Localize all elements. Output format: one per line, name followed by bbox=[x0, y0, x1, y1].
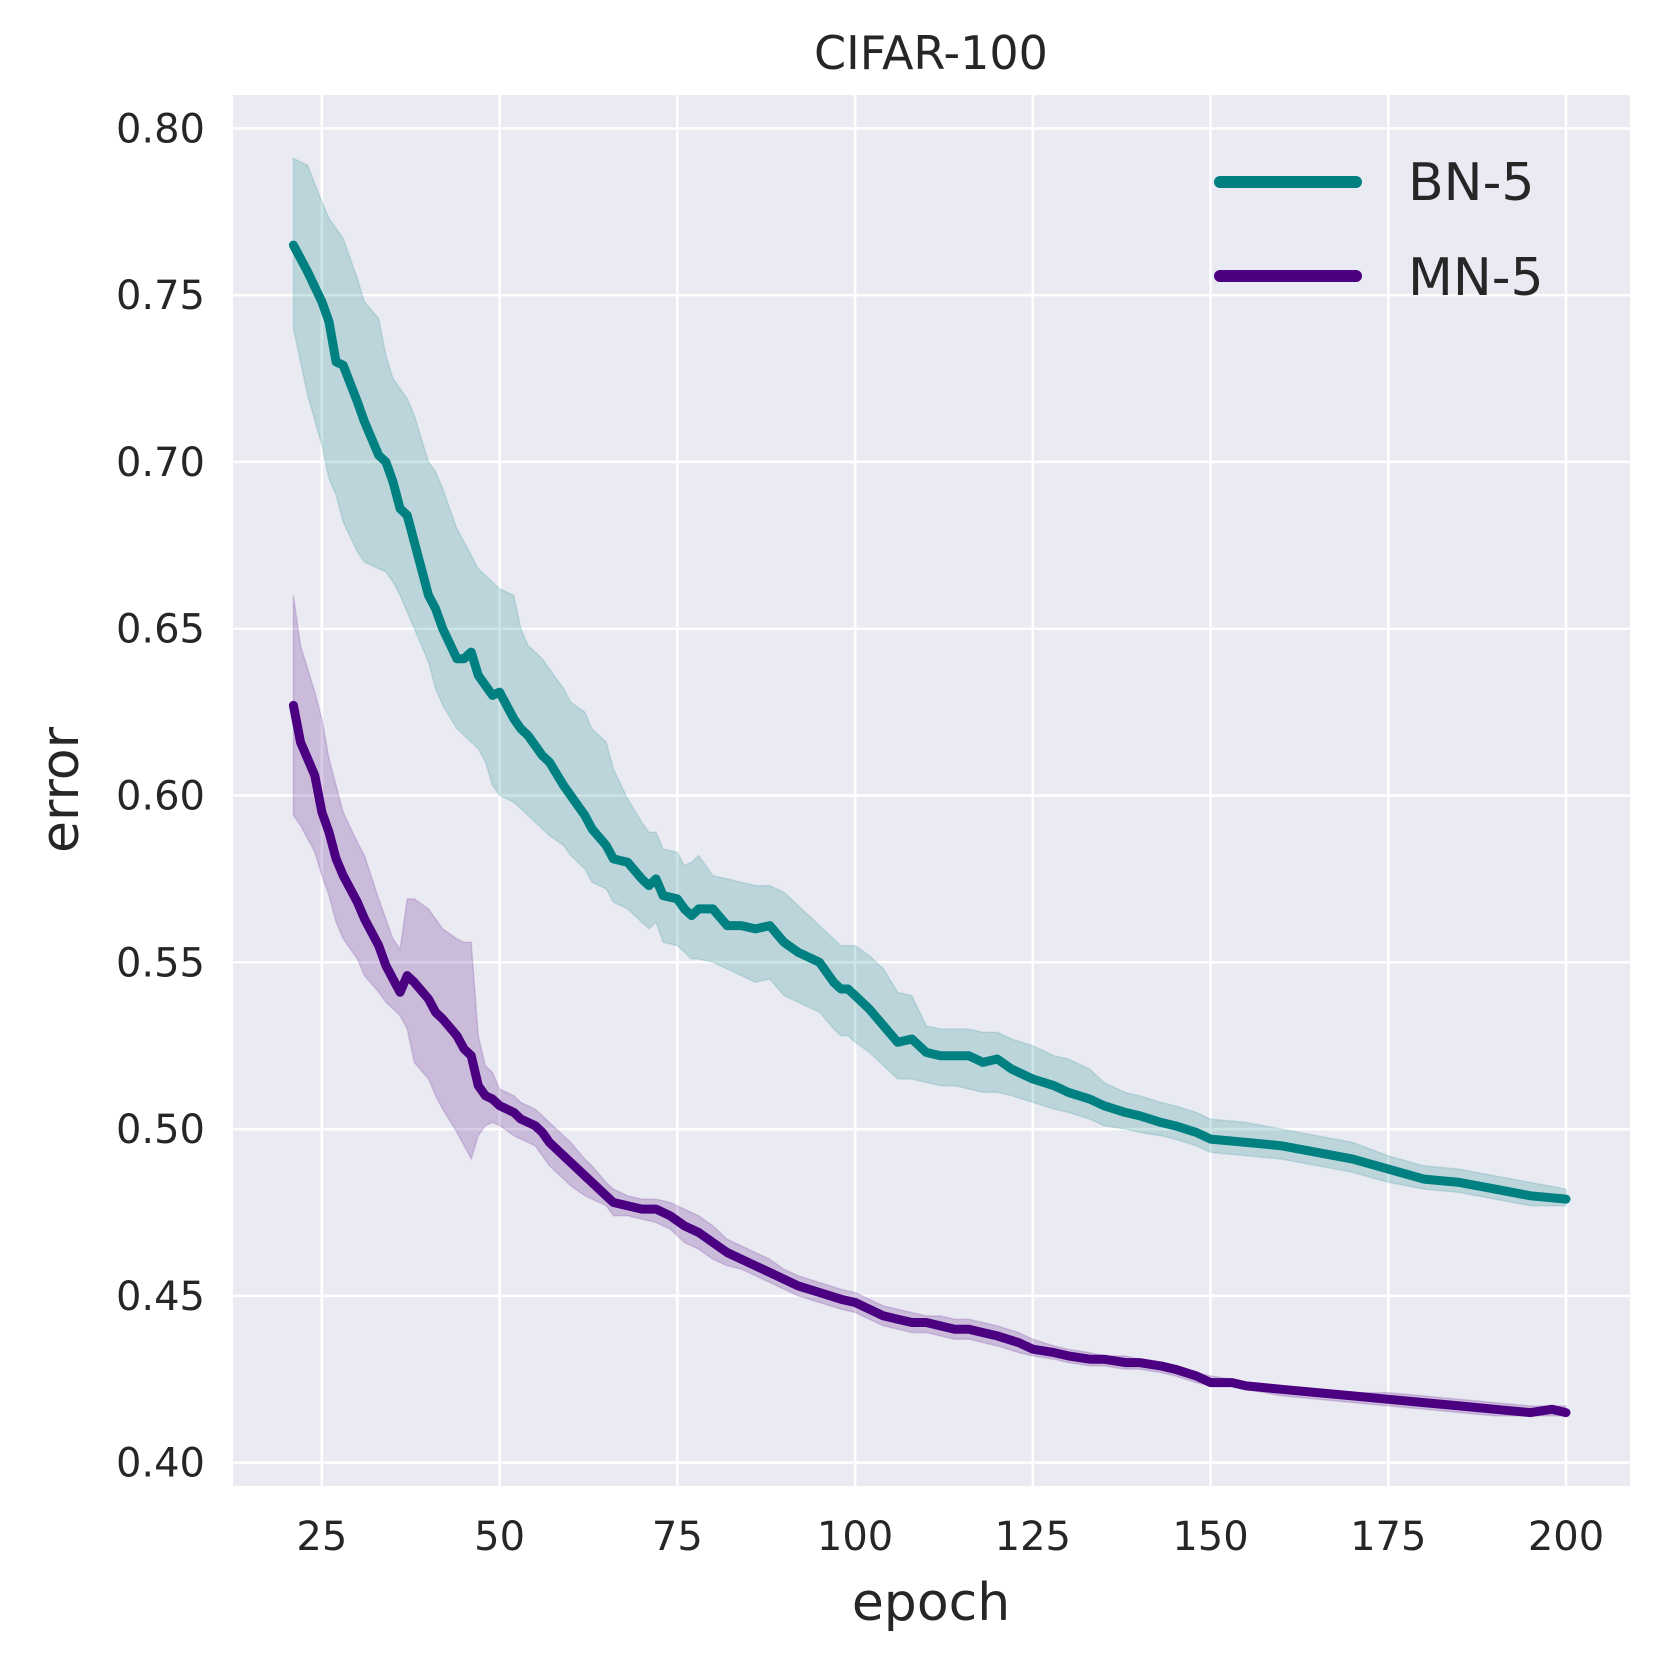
grid-lines bbox=[233, 95, 1630, 1486]
x-tick-label: 75 bbox=[652, 1514, 703, 1560]
series-line-mn5 bbox=[288, 700, 1571, 1418]
x-tick-label: 100 bbox=[817, 1514, 893, 1560]
y-tick-label: 0.45 bbox=[116, 1274, 205, 1320]
x-tick-label: 125 bbox=[995, 1514, 1071, 1560]
y-tick-label: 0.65 bbox=[116, 607, 205, 653]
x-axis-ticks: 25 50 75 100 125 150 175 200 bbox=[296, 1514, 1604, 1560]
series-line-bn5 bbox=[288, 240, 1571, 1204]
y-tick-label: 0.70 bbox=[116, 440, 205, 486]
chart-title: CIFAR-100 bbox=[814, 26, 1048, 80]
legend-label-mn5: MN-5 bbox=[1408, 248, 1544, 308]
x-tick-label: 200 bbox=[1528, 1514, 1604, 1560]
y-tick-label: 0.55 bbox=[116, 940, 205, 986]
legend: BN-5 MN-5 bbox=[1214, 153, 1544, 308]
legend-label-bn5: BN-5 bbox=[1408, 153, 1534, 213]
band-bn5 bbox=[292, 157, 1567, 1207]
x-axis-label: epoch bbox=[852, 1573, 1010, 1633]
x-tick-label: 50 bbox=[474, 1514, 525, 1560]
series-lines bbox=[288, 240, 1571, 1418]
y-tick-label: 0.80 bbox=[116, 106, 205, 152]
y-tick-label: 0.40 bbox=[116, 1441, 205, 1487]
x-tick-label: 175 bbox=[1350, 1514, 1426, 1560]
y-tick-label: 0.50 bbox=[116, 1107, 205, 1153]
y-tick-label: 0.60 bbox=[116, 774, 205, 820]
y-tick-label: 0.75 bbox=[116, 273, 205, 319]
x-tick-label: 25 bbox=[296, 1514, 347, 1560]
plot-area bbox=[233, 95, 1630, 1486]
y-axis-label: error bbox=[31, 726, 91, 853]
y-axis-ticks: 0.40 0.45 0.50 0.55 0.60 0.65 0.70 0.75 0.80 bbox=[116, 106, 205, 1486]
x-tick-label: 150 bbox=[1172, 1514, 1248, 1560]
